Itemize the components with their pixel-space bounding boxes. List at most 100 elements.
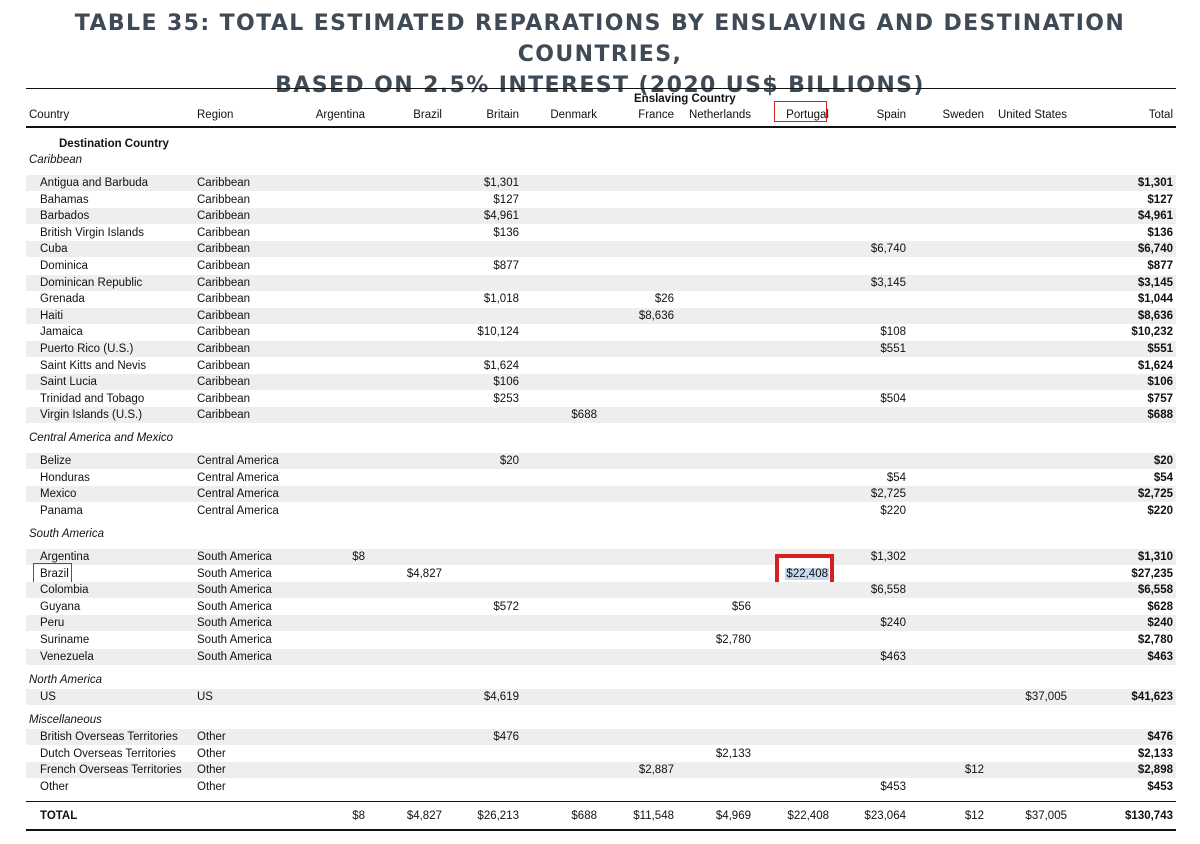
cell-britain: $106 [429, 374, 519, 390]
table-row: Barbados Caribbean $4,961 $4,961 [26, 208, 1176, 224]
cell-total: $453 [1147, 781, 1173, 793]
cell-france: $26 [584, 291, 674, 307]
cell-spain: $2,725 [816, 486, 906, 502]
cell-value: $10,124 [477, 326, 519, 338]
table-row: Brazil South America $4,827 $22,408 $27,235 [26, 554, 1176, 586]
cell-britain: $4,619 [429, 689, 519, 705]
section-label-caribbean: Caribbean [29, 154, 83, 166]
cell-region: Other [197, 764, 226, 776]
table-row: Honduras Central America $54 $54 [26, 470, 1176, 486]
cell-value: $136 [493, 227, 519, 239]
header-britain: Britain [486, 109, 519, 121]
cell-value: $20 [499, 455, 519, 467]
cell-britain: $4,961 [429, 208, 519, 224]
cell-destination-country: Grenada [40, 293, 85, 305]
cell-value: $463 [880, 651, 906, 663]
cell-total: $6,558 [1137, 584, 1173, 596]
cell-portugal: $22,408 [739, 566, 829, 582]
header-argentina: Argentina [315, 109, 365, 121]
cell-total: $3,145 [1137, 277, 1173, 289]
cell-united-states: $37,005 [977, 689, 1067, 705]
grand-total: $130,743 [1125, 810, 1173, 822]
cell-region: Caribbean [197, 393, 251, 405]
cell-destination-country: Virgin Islands (U.S.) [40, 409, 143, 421]
cell-value: $37,005 [1025, 691, 1067, 703]
cell-region: Caribbean [197, 194, 251, 206]
cell-total: $688 [1147, 409, 1173, 421]
cell-value: $572 [493, 601, 519, 613]
table-row: US US $4,619 $37,005 $41,623 [26, 689, 1176, 705]
cell-value: $6,558 [870, 584, 906, 596]
cell-destination-country: Barbados [40, 210, 90, 222]
cell-value: $220 [880, 505, 906, 517]
cell-britain: $20 [429, 453, 519, 469]
cell-value: $8 [352, 551, 365, 563]
cell-value: $22,408 [785, 568, 829, 580]
cell-total: $20 [1153, 455, 1173, 467]
cell-value: $106 [493, 376, 519, 388]
cell-destination-country: British Virgin Islands [40, 227, 144, 239]
table-row: British Virgin Islands Caribbean $136 $136 [26, 225, 1176, 241]
cell-destination-country: Peru [40, 617, 65, 629]
cell-region: Caribbean [197, 227, 251, 239]
cell-spain: $6,558 [816, 582, 906, 598]
cell-spain: $6,740 [816, 241, 906, 257]
cell-total: $27,235 [1131, 568, 1173, 580]
cell-destination-country: Haiti [40, 310, 64, 322]
cell-value: $1,302 [870, 551, 906, 563]
cell-region: South America [197, 634, 272, 646]
cell-value: $12 [964, 764, 984, 776]
total-sweden: $12 [964, 810, 984, 822]
cell-destination-country: Brazil [40, 568, 69, 580]
cell-britain: $1,301 [429, 175, 519, 191]
table-row: French Overseas Territories Other $2,887 $1… [26, 762, 1176, 778]
table-row: British Overseas Territories Other $476 $47… [26, 729, 1176, 745]
cell-value: $2,725 [870, 488, 906, 500]
cell-britain: $127 [429, 192, 519, 208]
table-row: Bahamas Caribbean $127 $127 [26, 192, 1176, 208]
cell-total: $220 [1147, 505, 1173, 517]
cell-total: $136 [1147, 227, 1173, 239]
cell-total: $41,623 [1131, 691, 1173, 703]
cell-region: South America [197, 601, 272, 613]
cell-sweden: $12 [894, 762, 984, 778]
cell-france: $8,636 [584, 308, 674, 324]
cell-britain: $476 [429, 729, 519, 745]
cell-region: US [197, 691, 213, 703]
section-label-miscellaneous: Miscellaneous [29, 714, 102, 726]
cell-value: $127 [493, 194, 519, 206]
cell-total: $628 [1147, 601, 1173, 613]
table-row: Suriname South America $2,780 $2,780 [26, 632, 1176, 648]
cell-value: $2,780 [715, 634, 751, 646]
cell-value: $108 [880, 326, 906, 338]
cell-destination-country: Jamaica [40, 326, 83, 338]
cell-region: Caribbean [197, 343, 251, 355]
cell-destination-country: Trinidad and Tobago [40, 393, 145, 405]
brazil-row-highlight [33, 563, 72, 583]
cell-region: Caribbean [197, 243, 251, 255]
header-spain: Spain [876, 109, 906, 121]
cell-total: $877 [1147, 260, 1173, 272]
header-france: France [638, 109, 674, 121]
cell-value: $1,018 [483, 293, 519, 305]
cell-britain: $572 [429, 599, 519, 615]
cell-total: $2,898 [1137, 764, 1173, 776]
cell-region: Central America [197, 455, 279, 467]
cell-total: $4,961 [1137, 210, 1173, 222]
cell-total: $1,624 [1137, 360, 1173, 372]
table-row: Trinidad and Tobago Caribbean $253 $504 $757 [26, 391, 1176, 407]
header-total: Total [1148, 109, 1173, 121]
cell-value: $253 [493, 393, 519, 405]
cell-destination-country: Dominican Republic [40, 277, 143, 289]
table-title: TABLE 35: TOTAL ESTIMATED REPARATIONS BY… [0, 8, 1200, 101]
total-row: TOTAL $8 $4,827 $26,213 $688 $11,548 $4,969 $22… [26, 808, 1176, 824]
table-row: Dutch Overseas Territories Other $2,133 $2,… [26, 746, 1176, 762]
cell-region: South America [197, 584, 272, 596]
cell-region: Caribbean [197, 409, 251, 421]
cell-destination-country: Saint Lucia [40, 376, 97, 388]
cell-value: $877 [493, 260, 519, 272]
cell-total: $127 [1147, 194, 1173, 206]
cell-spain: $1,302 [816, 549, 906, 565]
header-rule [26, 126, 1176, 128]
cell-destination-country: Suriname [40, 634, 90, 646]
